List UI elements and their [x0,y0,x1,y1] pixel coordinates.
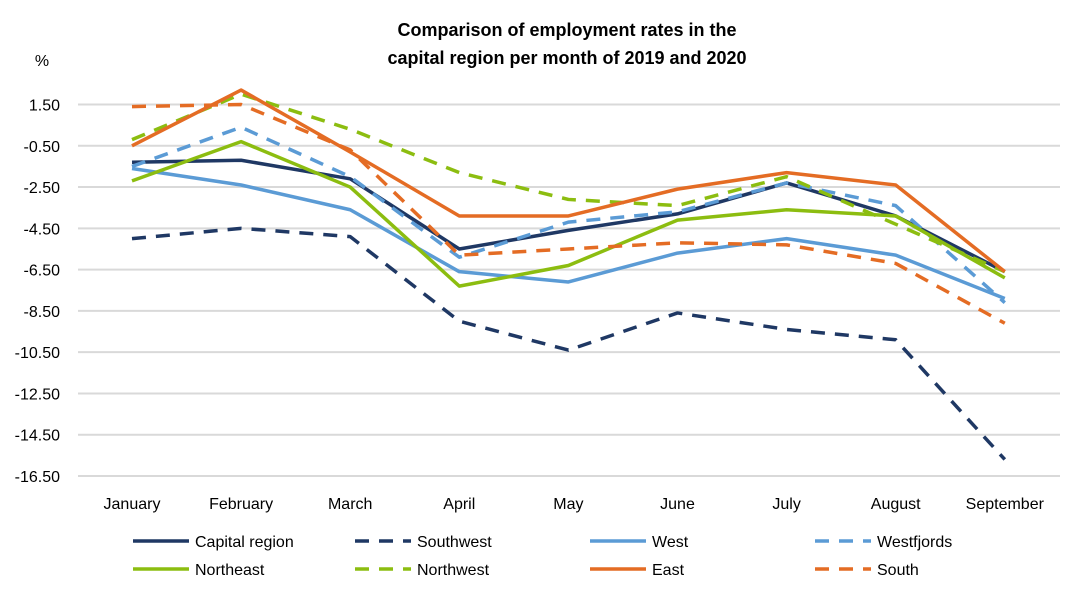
legend-label: Southwest [417,534,492,551]
y-tick-label: 1.50 [29,98,60,115]
y-tick-label: -16.50 [15,469,60,486]
series-line-northeast [131,139,1006,288]
series-line-southwest [131,226,1007,461]
legend-item: West [590,534,689,551]
x-tick-label: May [553,496,583,513]
y-tick-label: -12.50 [15,386,60,403]
legend-item: Northeast [133,562,265,579]
x-tick-label: September [966,496,1045,513]
legend-label: South [877,562,919,579]
y-tick-label: -6.50 [24,263,61,280]
series-line-east [131,88,1006,274]
x-tick-label: August [871,496,921,513]
legend-label: Northeast [195,562,265,579]
legend-item: Southwest [355,534,492,551]
legend-label: Westfjords [877,534,952,551]
y-tick-label: -2.50 [24,180,61,197]
x-tick-label: February [209,496,273,513]
y-tick-label: -0.50 [24,139,61,156]
legend-label: West [652,534,689,551]
series-line-westfjords [131,125,1006,304]
chart-title-line-1: Comparison of employment rates in the [397,20,736,40]
legend-label: Capital region [195,534,294,551]
series-line-capital-region [131,158,1006,274]
y-tick-label: -10.50 [15,345,60,362]
chart-title-line-2: capital region per month of 2019 and 202… [387,48,746,68]
series-line-northwest [131,92,1006,274]
legend-item: Northwest [355,562,490,579]
legend-label: Northwest [417,562,490,579]
x-tick-label: June [660,496,695,513]
x-tick-label: March [328,496,372,513]
legend-item: Capital region [133,534,294,551]
y-axis-label: % [35,53,49,70]
x-tick-label: July [772,496,800,513]
legend-item: Westfjords [815,534,952,551]
y-tick-label: -14.50 [15,428,60,445]
y-tick-label: -8.50 [24,304,61,321]
y-tick-label: -4.50 [24,221,61,238]
series-line-west [131,166,1006,301]
x-tick-label: April [443,496,475,513]
legend-item: East [590,562,685,579]
series-line-south [131,102,1006,325]
legend-label: East [652,562,685,579]
legend-item: South [815,562,919,579]
x-tick-label: January [104,496,161,513]
